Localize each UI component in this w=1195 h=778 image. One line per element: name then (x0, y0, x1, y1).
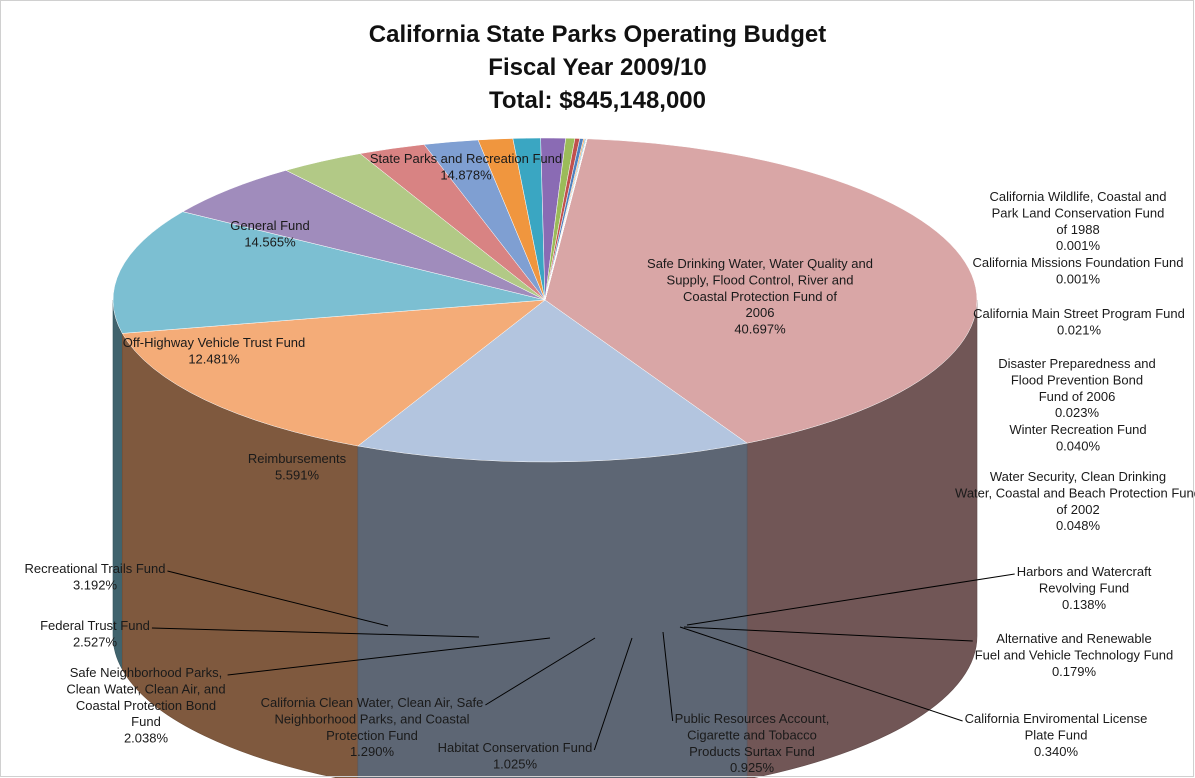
slice-label-text: Safe Neighborhood Parks, Clean Water, Cle… (66, 665, 225, 746)
slice-label-text: Federal Trust Fund 2.527% (40, 618, 150, 649)
slice-label-text: Alternative and Renewable Fuel and Vehicl… (975, 631, 1174, 679)
slice-label: Disaster Preparedness and Flood Preventio… (998, 356, 1156, 420)
slice-label: State Parks and Recreation Fund 14.878% (370, 151, 562, 182)
slice-label-text: California Missions Foundation Fund 0.001… (973, 255, 1184, 286)
leader-line (662, 631, 674, 722)
slice-label-text: Reimbursements 5.591% (248, 451, 347, 482)
slice-label-text: California Wildlife, Coastal and Park Lan… (989, 189, 1166, 253)
leader-line (485, 637, 596, 706)
leader-line (167, 570, 389, 627)
slice-label-text: Winter Recreation Fund 0.040% (1009, 422, 1146, 453)
chart-total: Total: $845,148,000 (488, 87, 707, 114)
slice-label-text: Harbors and Watercraft Revolving Fund 0.13… (1017, 564, 1152, 612)
slice-label-text: Habitat Conservation Fund 1.025% (438, 740, 593, 771)
leader-line (679, 626, 963, 722)
pie-slice-side (112, 299, 123, 671)
chart-title: California State Parks Operating Budget (368, 21, 827, 48)
slice-label-text: California Main Street Program Fund 0.021… (973, 306, 1185, 337)
leader-line (686, 573, 1015, 626)
slice-label: California Enviromental License Plate Fun… (679, 626, 1148, 759)
slice-label: California Wildlife, Coastal and Park Lan… (989, 189, 1166, 253)
slice-label: Habitat Conservation Fund 1.025% (438, 637, 633, 771)
slice-label: Federal Trust Fund 2.527% (40, 618, 480, 649)
slice-labels: Safe Drinking Water, Water Quality and Su… (25, 151, 1195, 775)
leader-line (683, 626, 973, 642)
leader-line (151, 627, 480, 638)
slice-label-text: Recreational Trails Fund 3.192% (25, 561, 166, 592)
slice-label: Safe Neighborhood Parks, Clean Water, Cle… (66, 637, 551, 746)
pie-slice (112, 211, 546, 334)
slice-label: Reimbursements 5.591% (248, 451, 347, 482)
pie-tops (112, 137, 978, 463)
slice-label: California Missions Foundation Fund 0.001… (973, 255, 1184, 286)
slice-label: Safe Drinking Water, Water Quality and Su… (647, 256, 873, 337)
slice-label: Alternative and Renewable Fuel and Vehicl… (683, 626, 1174, 679)
slice-label-text: Water Security, Clean Drinking Water, Coa… (955, 469, 1195, 533)
pie-sides (112, 299, 978, 778)
slice-label: Recreational Trails Fund 3.192% (25, 561, 389, 627)
slice-label-text: General Fund 14.565% (230, 218, 310, 249)
slice-label: Harbors and Watercraft Revolving Fund 0.13… (686, 564, 1152, 626)
chart-subtitle: Fiscal Year 2009/10 (488, 54, 707, 81)
slice-label: Water Security, Clean Drinking Water, Coa… (955, 469, 1195, 533)
slice-label-text: Disaster Preparedness and Flood Preventio… (998, 356, 1156, 420)
pie-slice (357, 299, 748, 463)
pie-slice (544, 138, 978, 444)
pie-slice (121, 299, 546, 447)
chart-title-block: California State Parks Operating Budget … (0, 18, 1195, 117)
pie-slice (182, 170, 546, 301)
slice-label: Winter Recreation Fund 0.040% (1009, 422, 1146, 453)
pie-slice (544, 138, 588, 301)
slice-label-text: Off-Highway Vehicle Trust Fund 12.481% (123, 335, 306, 366)
slice-label-text: California Clean Water, Clean Air, Safe N… (261, 695, 484, 759)
slice-label-text: State Parks and Recreation Fund 14.878% (370, 151, 562, 182)
slice-label-text: Safe Drinking Water, Water Quality and Su… (647, 256, 873, 337)
slice-label-text: Public Resources Account, Cigarette and T… (675, 711, 830, 775)
slice-label-text: California Enviromental License Plate Fun… (965, 711, 1148, 759)
slice-label: California Clean Water, Clean Air, Safe N… (261, 637, 596, 759)
slice-label: Public Resources Account, Cigarette and T… (662, 631, 830, 775)
slice-label: General Fund 14.565% (230, 218, 310, 249)
slice-label: California Main Street Program Fund 0.021… (973, 306, 1185, 337)
leader-line (227, 637, 551, 676)
slice-label: Off-Highway Vehicle Trust Fund 12.481% (123, 335, 306, 366)
leader-line (593, 637, 633, 751)
